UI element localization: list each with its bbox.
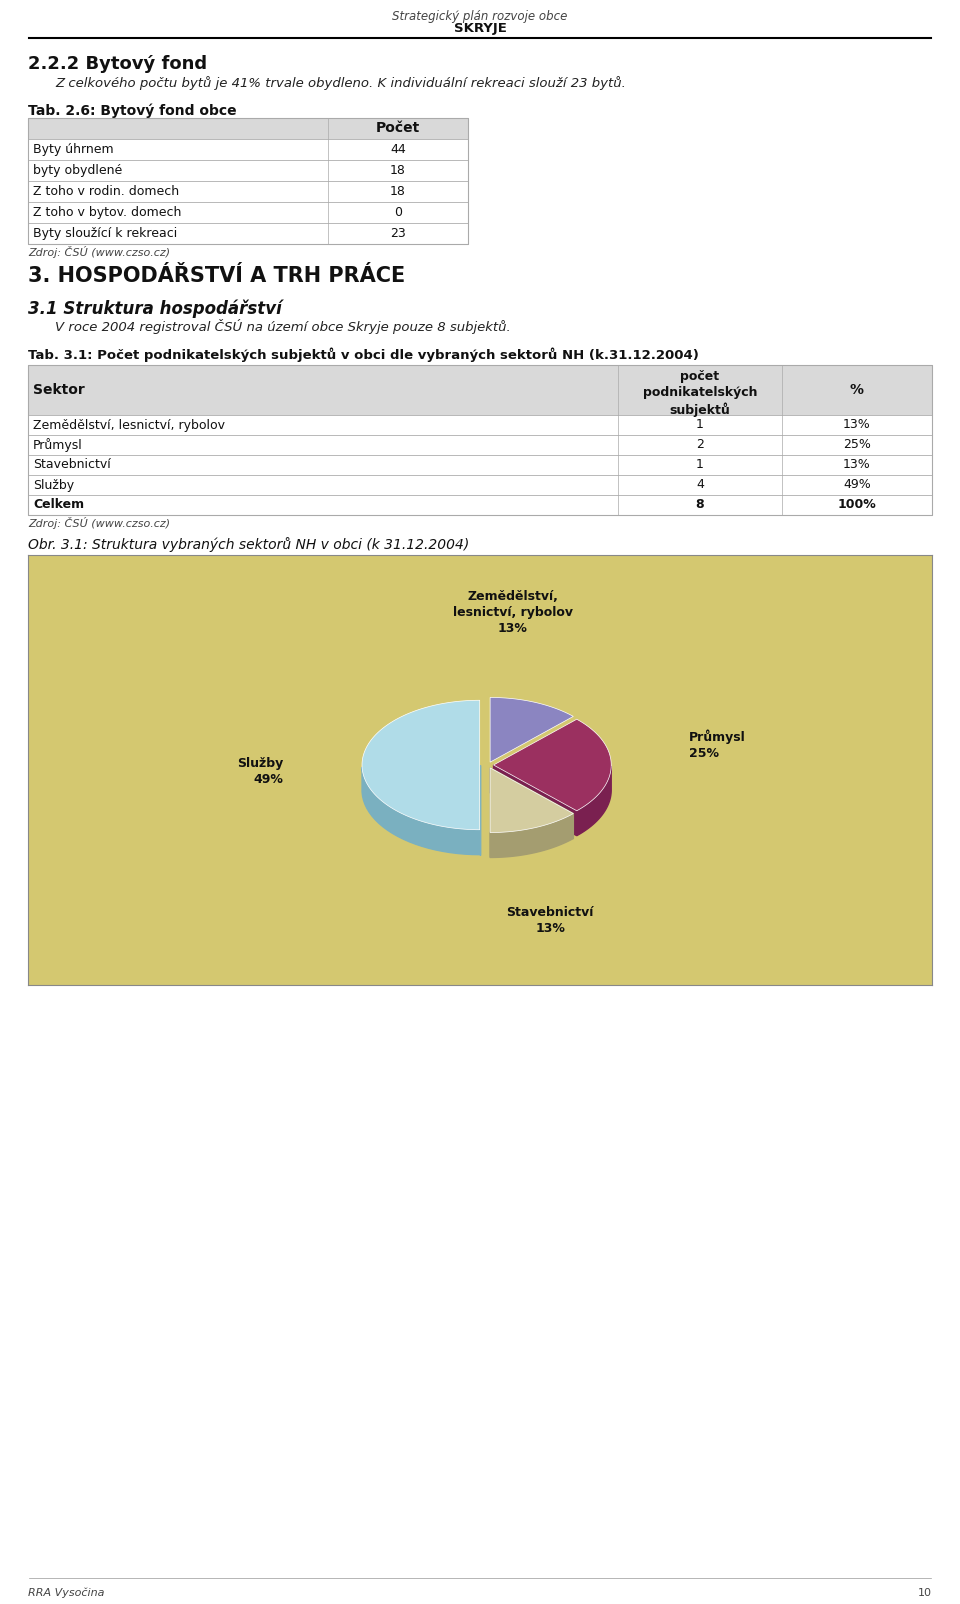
Text: V roce 2004 registroval ČSÚ na území obce Skryje pouze 8 subjektů.: V roce 2004 registroval ČSÚ na území obc… — [55, 319, 511, 334]
Bar — [28, 496, 932, 515]
Text: 2.2.2 Bytový fond: 2.2.2 Bytový fond — [28, 55, 207, 74]
Text: Stavebnictví
13%: Stavebnictví 13% — [507, 906, 594, 935]
Text: 18: 18 — [390, 164, 406, 176]
Polygon shape — [491, 698, 573, 762]
Text: 13%: 13% — [843, 459, 871, 472]
Text: 10: 10 — [918, 1588, 932, 1598]
Text: 49%: 49% — [843, 478, 871, 491]
Bar — [28, 119, 468, 244]
Text: 1: 1 — [696, 459, 704, 472]
Bar — [28, 202, 468, 223]
Text: Zdroj: ČSÚ (www.czso.cz): Zdroj: ČSÚ (www.czso.cz) — [28, 245, 170, 258]
Text: Zemědělství, lesnictví, rybolov: Zemědělství, lesnictví, rybolov — [33, 419, 225, 431]
Polygon shape — [491, 768, 573, 832]
Polygon shape — [491, 813, 573, 858]
Text: RRA Vysočina: RRA Vysočina — [28, 1588, 105, 1599]
Text: Z toho v rodin. domech: Z toho v rodin. domech — [33, 184, 180, 197]
Text: 25%: 25% — [843, 438, 871, 451]
Text: 0: 0 — [394, 205, 402, 220]
Bar — [28, 415, 932, 435]
Text: 18: 18 — [390, 184, 406, 197]
Bar — [28, 160, 468, 181]
Text: Tab. 2.6: Bytový fond obce: Tab. 2.6: Bytový fond obce — [28, 104, 236, 119]
Polygon shape — [491, 768, 573, 839]
Text: %: % — [850, 383, 864, 398]
Text: Strategický plán rozvoje obce: Strategický plán rozvoje obce — [393, 10, 567, 22]
Text: Průmysl: Průmysl — [33, 438, 83, 452]
Text: Sektor: Sektor — [33, 383, 84, 398]
Bar — [28, 475, 932, 496]
Text: Byty sloužící k rekreaci: Byty sloužící k rekreaci — [33, 228, 178, 241]
Text: Služby
49%: Služby 49% — [237, 757, 283, 786]
Text: 23: 23 — [390, 228, 406, 241]
Text: Průmysl
25%: Průmysl 25% — [688, 728, 746, 760]
Text: Z toho v bytov. domech: Z toho v bytov. domech — [33, 205, 181, 220]
Bar — [28, 366, 932, 415]
Bar — [28, 435, 932, 456]
Text: 3.1 Struktura hospodářství: 3.1 Struktura hospodářství — [28, 298, 282, 318]
Text: 4: 4 — [696, 478, 704, 491]
Text: byty obydlené: byty obydlené — [33, 164, 122, 176]
Polygon shape — [362, 767, 480, 855]
Text: 3. HOSPODÁŘSTVÍ A TRH PRÁCE: 3. HOSPODÁŘSTVÍ A TRH PRÁCE — [28, 266, 405, 286]
Text: Zdroj: ČSÚ (www.czso.cz): Zdroj: ČSÚ (www.czso.cz) — [28, 516, 170, 529]
Text: Obr. 3.1: Struktura vybraných sektorů NH v obci (k 31.12.2004): Obr. 3.1: Struktura vybraných sektorů NH… — [28, 537, 469, 552]
Text: Celkem: Celkem — [33, 499, 84, 512]
Bar — [28, 456, 932, 475]
Text: 2: 2 — [696, 438, 704, 451]
Text: počet
podnikatelských
subjektů: počet podnikatelských subjektů — [643, 371, 757, 417]
Text: Tab. 3.1: Počet podnikatelských subjektů v obci dle vybraných sektorů NH (k.31.1: Tab. 3.1: Počet podnikatelských subjektů… — [28, 346, 699, 361]
Polygon shape — [493, 765, 577, 836]
Text: 13%: 13% — [843, 419, 871, 431]
Bar — [28, 140, 468, 160]
Polygon shape — [577, 767, 612, 836]
Text: 8: 8 — [696, 499, 705, 512]
Text: Byty úhrnem: Byty úhrnem — [33, 143, 113, 156]
Text: Z celkového počtu bytů je 41% trvale obydleno. K individuální rekreaci slouží 23: Z celkového počtu bytů je 41% trvale oby… — [55, 75, 626, 90]
Text: Služby: Služby — [33, 478, 74, 491]
Polygon shape — [493, 719, 612, 810]
Text: Stavebnictví: Stavebnictví — [33, 459, 110, 472]
Bar — [28, 181, 468, 202]
Bar — [28, 366, 932, 515]
Text: Počet: Počet — [376, 122, 420, 135]
Text: Zemědělství,
lesnictví, rybolov
13%: Zemědělství, lesnictví, rybolov 13% — [453, 590, 573, 635]
Bar — [28, 119, 468, 140]
Text: 100%: 100% — [838, 499, 876, 512]
Polygon shape — [362, 701, 480, 829]
Text: 44: 44 — [390, 143, 406, 156]
Text: SKRYJE: SKRYJE — [453, 22, 507, 35]
Text: 1: 1 — [696, 419, 704, 431]
Bar — [28, 223, 468, 244]
